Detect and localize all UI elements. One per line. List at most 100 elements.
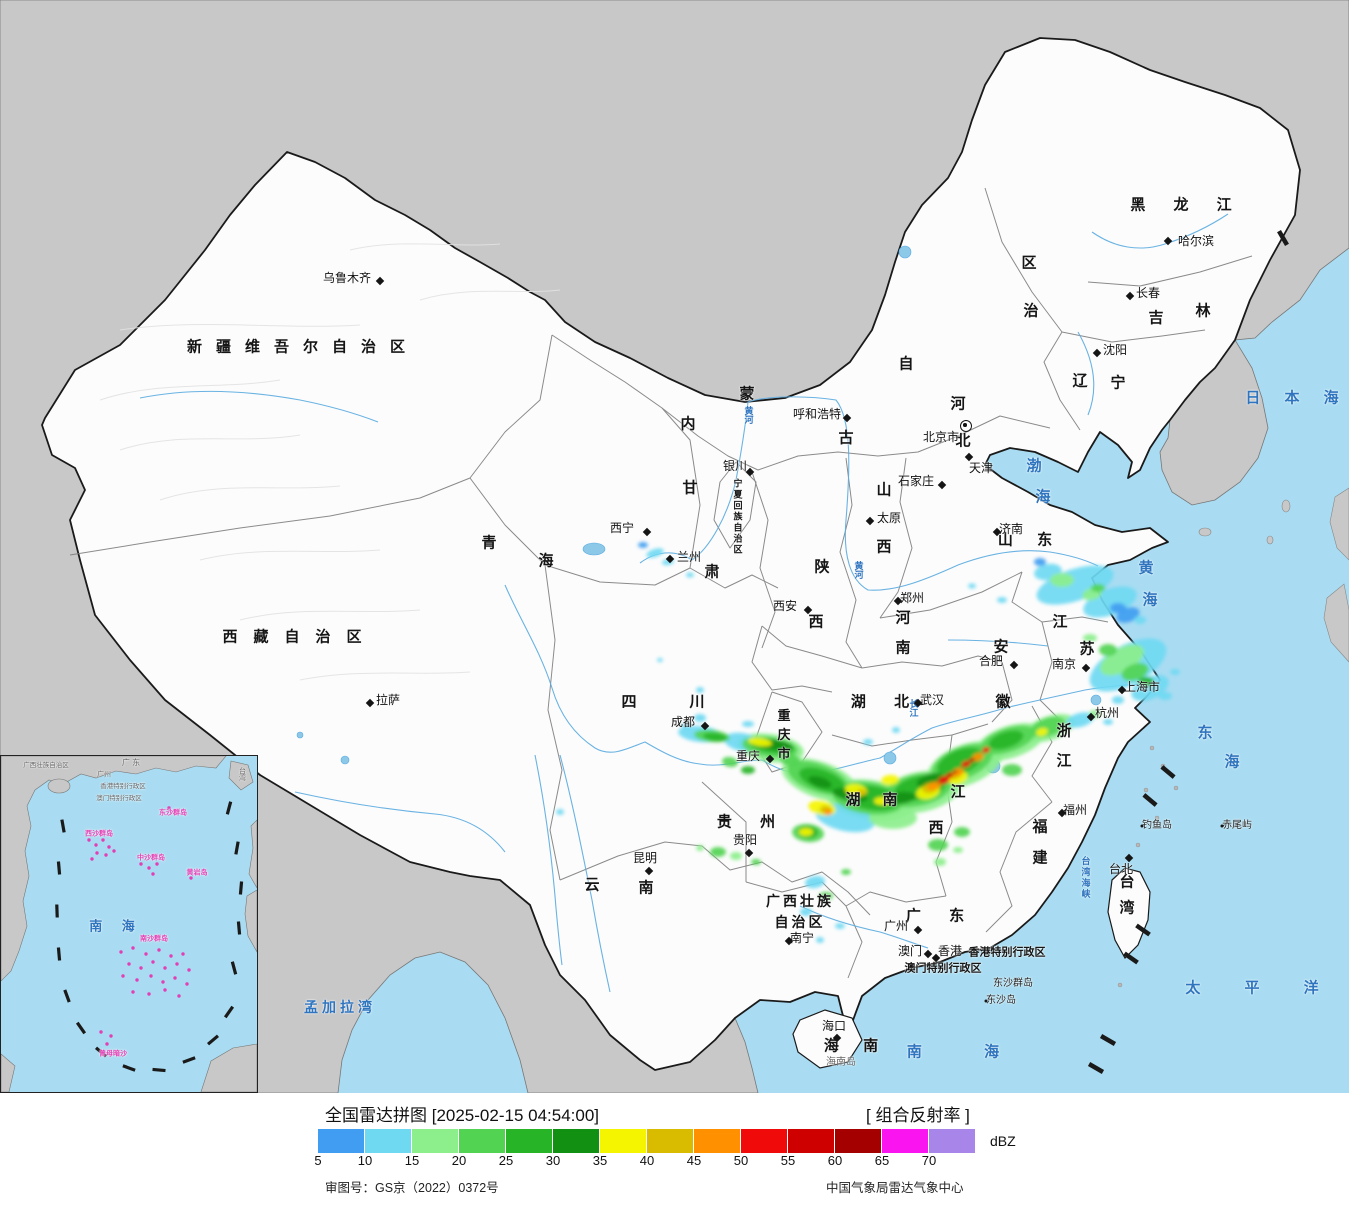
- radar-echo: [928, 839, 948, 851]
- legend-value: 70: [921, 1153, 937, 1168]
- island-dot: [105, 1042, 109, 1046]
- boundary-dash: [55, 904, 59, 918]
- legend-value: 15: [404, 1153, 420, 1168]
- radar-echo: [703, 732, 727, 742]
- island-dot: [163, 966, 167, 970]
- island-dot: [185, 982, 189, 986]
- boundary-dash: [1160, 765, 1176, 779]
- radar-echo: [946, 772, 954, 778]
- radar-echo: [1036, 727, 1048, 737]
- radar-echo: [556, 809, 564, 815]
- radar-echo: [819, 892, 833, 900]
- radar-echo: [982, 746, 990, 754]
- radar-echo: [952, 767, 964, 777]
- island-dot: [99, 1030, 103, 1034]
- island-dot: [163, 988, 167, 992]
- island-dot: [135, 978, 139, 982]
- boundary-dash: [238, 881, 244, 895]
- boundary-dash: [122, 1064, 136, 1072]
- radar-echo: [1100, 644, 1144, 676]
- inset-island-dots: [87, 806, 193, 1046]
- legend-values: 5 10 15 20 25 30 35 40 45 50 55 60 65 70: [314, 1153, 1018, 1169]
- legend-panel: 全国雷达拼图 [2025-02-15 04:54:00] [ 组合反射率 ] 5…: [0, 1093, 1349, 1208]
- radar-echo: [1091, 584, 1105, 592]
- radar-echo: [874, 797, 890, 805]
- radar-echo: [961, 760, 971, 768]
- legend-swatch: [412, 1129, 458, 1153]
- legend-swatch: [694, 1129, 740, 1153]
- radar-echo: [954, 827, 970, 837]
- legend-value: 50: [733, 1153, 749, 1168]
- radar-echo: [881, 774, 899, 786]
- radar-echo: [710, 847, 726, 857]
- radar-echo: [857, 789, 867, 795]
- boundary-dash: [182, 1056, 196, 1064]
- island-dot: [161, 980, 165, 984]
- radar-echo: [780, 753, 800, 767]
- radar-echo: [884, 791, 916, 805]
- boundary-dash: [1277, 229, 1289, 247]
- island-dot: [107, 845, 111, 849]
- boundary-dash: [152, 1067, 166, 1073]
- island-dot: [169, 954, 173, 958]
- radar-echo: [646, 548, 664, 558]
- radar-echo: [681, 723, 691, 729]
- island-dot: [189, 876, 193, 880]
- boundary-dash: [1099, 1034, 1117, 1046]
- boundary-dash: [1142, 793, 1158, 807]
- radar-echo: [1134, 616, 1146, 624]
- legend-swatch: [318, 1129, 364, 1153]
- boundary-dash: [225, 801, 233, 815]
- island-dot: [139, 966, 143, 970]
- radar-echo: [1036, 565, 1114, 605]
- radar-echo: [835, 923, 845, 929]
- island-dot: [175, 962, 179, 966]
- legend-swatch: [365, 1129, 411, 1153]
- legend-swatch: [506, 1129, 552, 1153]
- boundary-dash: [94, 1046, 108, 1058]
- china-map-svg: [0, 0, 1349, 1093]
- radar-echo: [799, 828, 813, 836]
- radar-echo: [741, 766, 755, 774]
- island-dot: [149, 974, 153, 978]
- legend-swatch: [788, 1129, 834, 1153]
- radar-echo: [1110, 603, 1126, 613]
- radar-echo: [824, 809, 832, 815]
- radar-echo: [953, 847, 963, 853]
- approval-number: 审图号：GS京（2022）0372号: [325, 1181, 499, 1195]
- legend-swatch: [600, 1129, 646, 1153]
- island-dot: [151, 960, 155, 964]
- island-dot: [139, 862, 143, 866]
- legend-swatch: [929, 1129, 975, 1153]
- radar-echo: [1138, 677, 1154, 687]
- legend-value: 55: [780, 1153, 796, 1168]
- radar-echo: [1103, 719, 1113, 725]
- radar-echo: [969, 758, 975, 762]
- island-dot: [173, 976, 177, 980]
- boundary-dashes: [1087, 229, 1289, 1074]
- map-area: 新疆维吾尔自治区 西藏自治区青海甘肃内蒙古自治区宁夏回族自治区陕西山西河北山 东河…: [0, 0, 1349, 1093]
- china-landmass: [41, 37, 1301, 1071]
- radar-echo: [696, 687, 704, 693]
- terrain-shading: [99, 243, 561, 681]
- radar-echo: [997, 597, 1007, 603]
- island-dot: [121, 974, 125, 978]
- radar-echo: [748, 737, 772, 747]
- legend-swatch: [553, 1129, 599, 1153]
- radar-echo: [938, 775, 950, 785]
- legend-swatch: [882, 1129, 928, 1153]
- province-borders: [69, 187, 1253, 979]
- radar-echo: [722, 756, 738, 768]
- boundary-dash: [1087, 1062, 1105, 1074]
- island-dot: [147, 866, 151, 870]
- radar-echo: [1089, 710, 1101, 718]
- inset-land: [1, 756, 257, 1092]
- radar-echo: [1158, 692, 1172, 700]
- radar-echo: [805, 875, 825, 889]
- radar-echo: [937, 747, 983, 777]
- island-dot: [157, 948, 161, 952]
- radar-echo: [1099, 644, 1117, 656]
- island-dot: [101, 838, 105, 842]
- inset-sea: [1, 756, 257, 1092]
